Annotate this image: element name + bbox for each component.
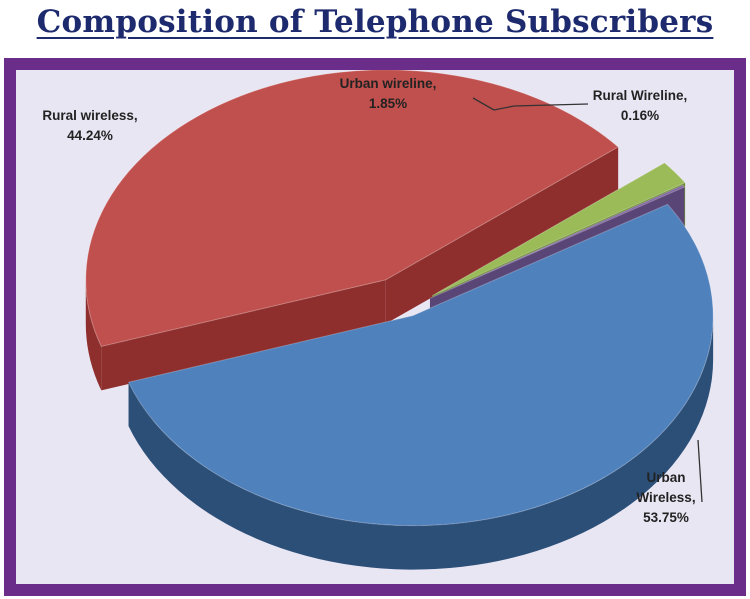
- pie-slice-rural-wireline: [429, 184, 686, 299]
- leader-line-2: [472, 97, 495, 111]
- pie-slice-side-1: [85, 146, 619, 391]
- chart-title: Composition of Telephone Subscribers: [36, 4, 714, 40]
- data-label-urban-wireless: Urban Wireless, 53.75%: [636, 470, 695, 525]
- data-label-urban-wireline: Urban wireline, 1.85%: [340, 76, 437, 111]
- pie-slice-urban-wireline: [432, 162, 686, 297]
- pie-chart: Urban Wireless, 53.75% Rural wireless, 44.24…: [42, 70, 714, 570]
- leader-line-3: [493, 103, 589, 111]
- chart-frame: Urban Wireless, 53.75% Rural wireless, 44.24…: [4, 58, 746, 596]
- data-label-rural-wireless: Rural wireless, 44.24%: [42, 108, 137, 143]
- leader-line-0: [697, 439, 703, 503]
- pie-slice-rural-wireless: [85, 70, 620, 348]
- plot-area: Urban Wireless, 53.75% Rural wireless, 44.24…: [16, 70, 734, 584]
- pie-slice-urban-wireless: [127, 203, 714, 527]
- data-label-rural-wireline: Rural Wireline, 0.16%: [593, 88, 687, 123]
